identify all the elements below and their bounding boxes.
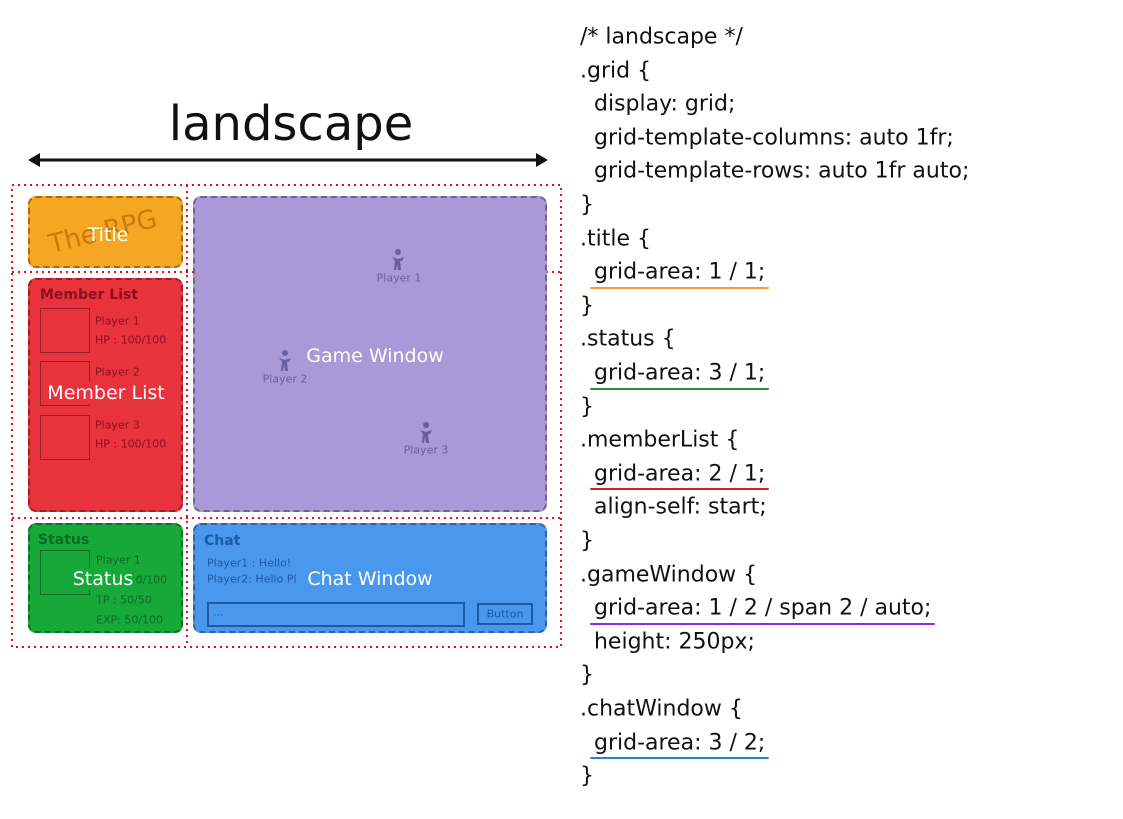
code-line: .status { xyxy=(580,326,676,352)
player-label: Player 2 xyxy=(262,372,308,386)
code-underline xyxy=(589,286,770,289)
code-line: } xyxy=(580,394,594,420)
player-label: Player 1 xyxy=(376,271,422,285)
face xyxy=(40,308,90,353)
panel-label: Chat Window xyxy=(307,568,433,590)
member-hp: HP : 100/100 xyxy=(95,437,167,451)
code-line: grid-area: 1 / 1; xyxy=(580,259,766,285)
code-line: } xyxy=(580,528,594,554)
code-line: .title { xyxy=(580,226,651,252)
panel-label: Title xyxy=(87,224,129,246)
member-name: Player 1 xyxy=(95,314,140,328)
code-line: grid-area: 1 / 2 / span 2 / auto; xyxy=(580,595,932,621)
chat-input xyxy=(207,602,465,627)
code-line: grid-area: 3 / 1; xyxy=(580,360,766,386)
code-line: .memberList { xyxy=(580,427,740,453)
player-icons xyxy=(279,249,432,443)
face xyxy=(40,415,90,460)
code-line: align-self: start; xyxy=(580,494,767,520)
chat-message: Player2: Hello Pl xyxy=(207,572,297,586)
code-underline xyxy=(589,387,770,390)
chat-panel xyxy=(193,523,547,633)
code-line: grid-template-columns: auto 1fr; xyxy=(580,125,954,151)
game-window-panel xyxy=(193,196,547,512)
chat-message: Player1 : Hello! xyxy=(207,556,292,570)
code-line: } xyxy=(580,192,594,218)
panel-header: Status xyxy=(38,532,90,548)
diagram-frame xyxy=(11,153,562,648)
code-underline xyxy=(589,622,936,625)
code-underline xyxy=(589,488,770,491)
status-line: Player 1 xyxy=(96,553,141,567)
code-line: height: 250px; xyxy=(580,629,755,655)
title-panel xyxy=(28,196,183,268)
chat-button xyxy=(477,603,533,625)
heading: landscape xyxy=(168,96,414,152)
code-line: grid-area: 3 / 2; xyxy=(580,730,766,756)
member-name: Player 3 xyxy=(95,418,140,432)
panel-label: Member List xyxy=(45,382,167,404)
code-line: } xyxy=(580,662,594,688)
code-line: } xyxy=(580,293,594,319)
member-name: Player 2 xyxy=(95,365,140,379)
code-line: .gameWindow { xyxy=(580,562,758,588)
panel-label: Game Window xyxy=(306,345,444,367)
status-line: TP : 50/50 xyxy=(96,593,152,607)
code-line: grid-template-rows: auto 1fr auto; xyxy=(580,158,970,184)
input-placeholder: ... xyxy=(213,605,224,619)
button-label: Button xyxy=(486,607,524,621)
panel-header: Chat xyxy=(204,533,241,549)
code-line: } xyxy=(580,763,594,789)
code-line: .chatWindow { xyxy=(580,696,743,722)
panel-header: Member List xyxy=(40,287,139,303)
code-line: display: grid; xyxy=(580,91,736,117)
panel-label: Status xyxy=(70,568,136,590)
code-line: .grid { xyxy=(580,58,652,84)
player-label: Player 3 xyxy=(403,443,449,457)
status-line: EXP: 50/100 xyxy=(96,613,164,627)
member-hp: HP : 100/100 xyxy=(95,333,167,347)
code-line: /* landscape */ xyxy=(580,24,743,50)
code-line: grid-area: 2 / 1; xyxy=(580,461,766,487)
code-underline xyxy=(589,757,770,760)
